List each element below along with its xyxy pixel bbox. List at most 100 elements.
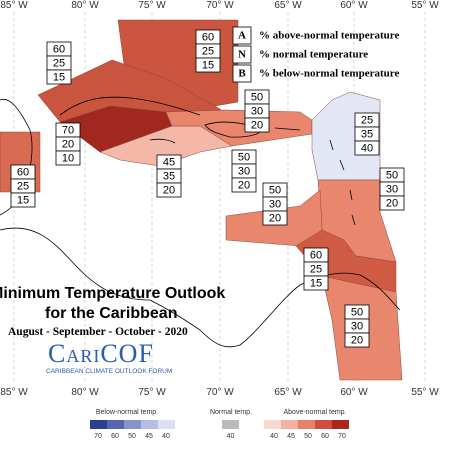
colorbar: Below-normal temp. 70 60 50 45 40 Normal temp.…: [90, 409, 349, 440]
colorbar-swatch: [281, 420, 298, 429]
logo-tagline: CARIBBEAN CLIMATE OUTLOOK FORUM: [46, 368, 172, 375]
probability: 30: [351, 320, 363, 332]
probability: 50: [386, 169, 398, 181]
longitude-label: 65° W: [274, 387, 302, 398]
longitude-label: 75° W: [138, 387, 166, 398]
probability-box: 50 30 20: [344, 304, 370, 348]
legend-key: B: [238, 68, 246, 80]
colorbar-label: Below-normal temp.: [96, 409, 158, 416]
legend-key-box: [232, 45, 252, 64]
probability-box: 25 35 40: [354, 112, 380, 156]
title: Minimum Temperature Outlook: [0, 285, 225, 302]
longitude-label: 70° W: [206, 0, 234, 11]
probability: 60: [202, 31, 214, 43]
box-cell: [262, 210, 288, 226]
probability: 20: [269, 212, 281, 224]
box-cell: [195, 57, 221, 73]
probability: 30: [238, 165, 250, 177]
logo: CariCOF: [48, 339, 154, 368]
longitude-label: 60° W: [340, 387, 368, 398]
colorbar-tick: 40: [162, 433, 170, 440]
colorbar-tick: 60: [111, 433, 119, 440]
probability-box: 70 20 10: [55, 122, 81, 166]
longitude-label: 75° W: [138, 0, 166, 11]
longitude-label: 60° W: [340, 0, 368, 11]
probability-box: 50 30 20: [262, 182, 288, 226]
probability: 25: [17, 180, 29, 192]
probability: 50: [351, 306, 363, 318]
legend-key: N: [238, 49, 246, 61]
probability: 15: [53, 71, 65, 83]
coastline: [59, 96, 201, 116]
colorbar-swatch: [141, 420, 158, 429]
probability: 45: [163, 156, 175, 168]
probability: 50: [238, 151, 250, 163]
colorbar-tick: 70: [338, 433, 346, 440]
box-cell: [156, 182, 182, 198]
legend-text: % normal temperature: [259, 49, 368, 61]
longitude-label: 55° W: [411, 387, 439, 398]
probability: 35: [361, 128, 373, 140]
legend-text: % above-normal temperature: [259, 30, 399, 42]
subtitle: August - September - October - 2020: [8, 326, 188, 338]
box-cell: [10, 192, 36, 208]
title: for the Caribbean: [45, 305, 177, 322]
longitude-label: 65° W: [274, 0, 302, 11]
probability-box: 60 25 15: [195, 29, 221, 73]
probability: 20: [238, 179, 250, 191]
probability: 20: [386, 197, 398, 209]
coastline: [0, 227, 401, 348]
probability: 20: [62, 138, 74, 150]
probability: 25: [202, 45, 214, 57]
longitude-label: 80° W: [71, 0, 99, 11]
probability: 20: [351, 334, 363, 346]
probability: 20: [251, 119, 263, 131]
box-cell: [379, 195, 405, 211]
colorbar-tick: 50: [128, 433, 136, 440]
box-cell: [231, 177, 257, 193]
probability: 25: [361, 114, 373, 126]
colorbar-swatch: [264, 420, 281, 429]
probability-box: 45 35 20: [156, 154, 182, 198]
colorbar-tick: 45: [145, 433, 153, 440]
coastline: [149, 138, 176, 144]
box-cell: [46, 69, 72, 85]
colorbar-swatch: [158, 420, 175, 429]
colorbar-tick: 40: [270, 433, 278, 440]
box-cell: [55, 150, 81, 166]
colorbar-swatch: [107, 420, 124, 429]
colorbar-label: Normal temp.: [210, 409, 252, 416]
probability: 50: [251, 91, 263, 103]
probability-box: 50 30 20: [244, 89, 270, 133]
probability: 30: [251, 105, 263, 117]
box-cell: [354, 140, 380, 156]
longitude-label: 70° W: [206, 387, 234, 398]
colorbar-tick: 50: [304, 433, 312, 440]
legend-key-box: [232, 26, 252, 45]
box-cell: [303, 275, 329, 291]
longitude-label: 80° W: [71, 387, 99, 398]
box-cell: [344, 332, 370, 348]
probability: 20: [163, 184, 175, 196]
probability: 60: [17, 166, 29, 178]
coastline: [274, 127, 301, 131]
probability: 30: [269, 198, 281, 210]
box-cell: [244, 117, 270, 133]
probability: 15: [310, 277, 322, 289]
probability: 15: [202, 59, 214, 71]
probability: 60: [310, 249, 322, 261]
colorbar-swatch: [90, 420, 107, 429]
probability: 30: [386, 183, 398, 195]
probability-box: 50 30 20: [379, 167, 405, 211]
colorbar-tick: 45: [287, 433, 295, 440]
probability-boxes: 60 25 15 60 25 15 70 20 10 60 25 15 45 35 20 50 30 20 50 30…: [10, 29, 405, 348]
colorbar-swatch: [124, 420, 141, 429]
legend-key: A: [238, 30, 246, 42]
coastline: [204, 121, 262, 138]
probability: 60: [53, 43, 65, 55]
probability: 40: [361, 142, 373, 154]
legend: A % above-normal temperature N % normal tem…: [232, 26, 399, 83]
probability-box: 50 30 20: [231, 149, 257, 193]
coastline: [329, 139, 356, 226]
